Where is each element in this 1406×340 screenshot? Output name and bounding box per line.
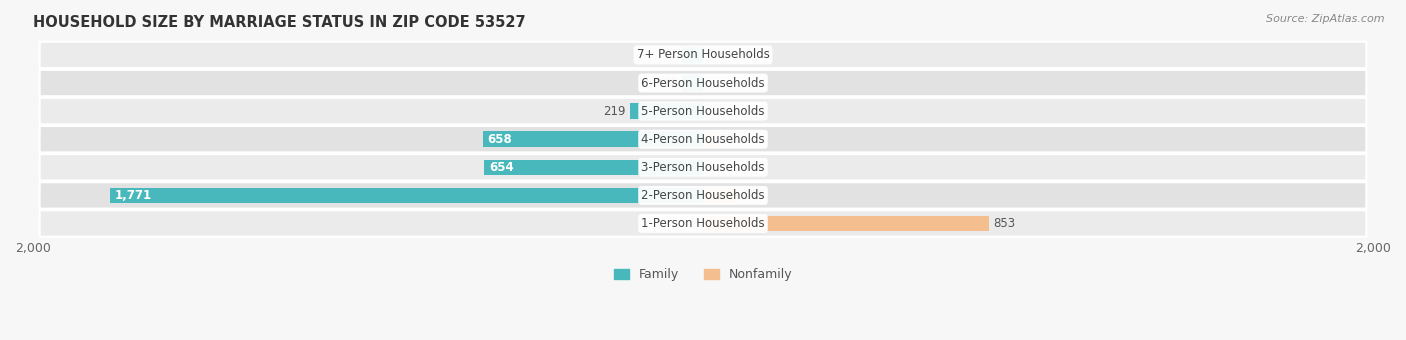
FancyBboxPatch shape [39, 182, 1367, 209]
Text: 658: 658 [488, 133, 512, 146]
FancyBboxPatch shape [39, 126, 1367, 152]
Bar [110, 188, 703, 203]
Text: 0: 0 [744, 48, 751, 62]
Text: 5-Person Households: 5-Person Households [641, 105, 765, 118]
Legend: Family, Nonfamily: Family, Nonfamily [609, 264, 797, 286]
Text: 3-Person Households: 3-Person Households [641, 161, 765, 174]
FancyBboxPatch shape [39, 70, 1367, 96]
Text: 1-Person Households: 1-Person Households [641, 217, 765, 230]
Text: 0: 0 [744, 105, 751, 118]
Bar [703, 132, 716, 147]
Text: HOUSEHOLD SIZE BY MARRIAGE STATUS IN ZIP CODE 53527: HOUSEHOLD SIZE BY MARRIAGE STATUS IN ZIP… [32, 15, 526, 30]
Text: 4-Person Households: 4-Person Households [641, 133, 765, 146]
Bar [682, 47, 703, 63]
Text: 853: 853 [993, 217, 1015, 230]
Text: 6-Person Households: 6-Person Households [641, 76, 765, 89]
Text: 654: 654 [489, 161, 513, 174]
Text: 62: 62 [664, 76, 678, 89]
Bar [703, 188, 738, 203]
FancyBboxPatch shape [39, 154, 1367, 181]
Text: 62: 62 [664, 48, 678, 62]
FancyBboxPatch shape [39, 98, 1367, 124]
Bar [484, 159, 703, 175]
FancyBboxPatch shape [39, 42, 1367, 68]
Text: 219: 219 [603, 105, 626, 118]
Text: 1,771: 1,771 [115, 189, 152, 202]
Text: Source: ZipAtlas.com: Source: ZipAtlas.com [1267, 14, 1385, 23]
Text: 105: 105 [742, 189, 765, 202]
Text: 2-Person Households: 2-Person Households [641, 189, 765, 202]
Text: 0: 0 [744, 76, 751, 89]
Text: 38: 38 [720, 133, 734, 146]
Bar [630, 103, 703, 119]
Bar [703, 216, 988, 231]
FancyBboxPatch shape [39, 210, 1367, 237]
Bar [482, 132, 703, 147]
Text: 0: 0 [744, 161, 751, 174]
Bar [682, 75, 703, 91]
Text: 7+ Person Households: 7+ Person Households [637, 48, 769, 62]
